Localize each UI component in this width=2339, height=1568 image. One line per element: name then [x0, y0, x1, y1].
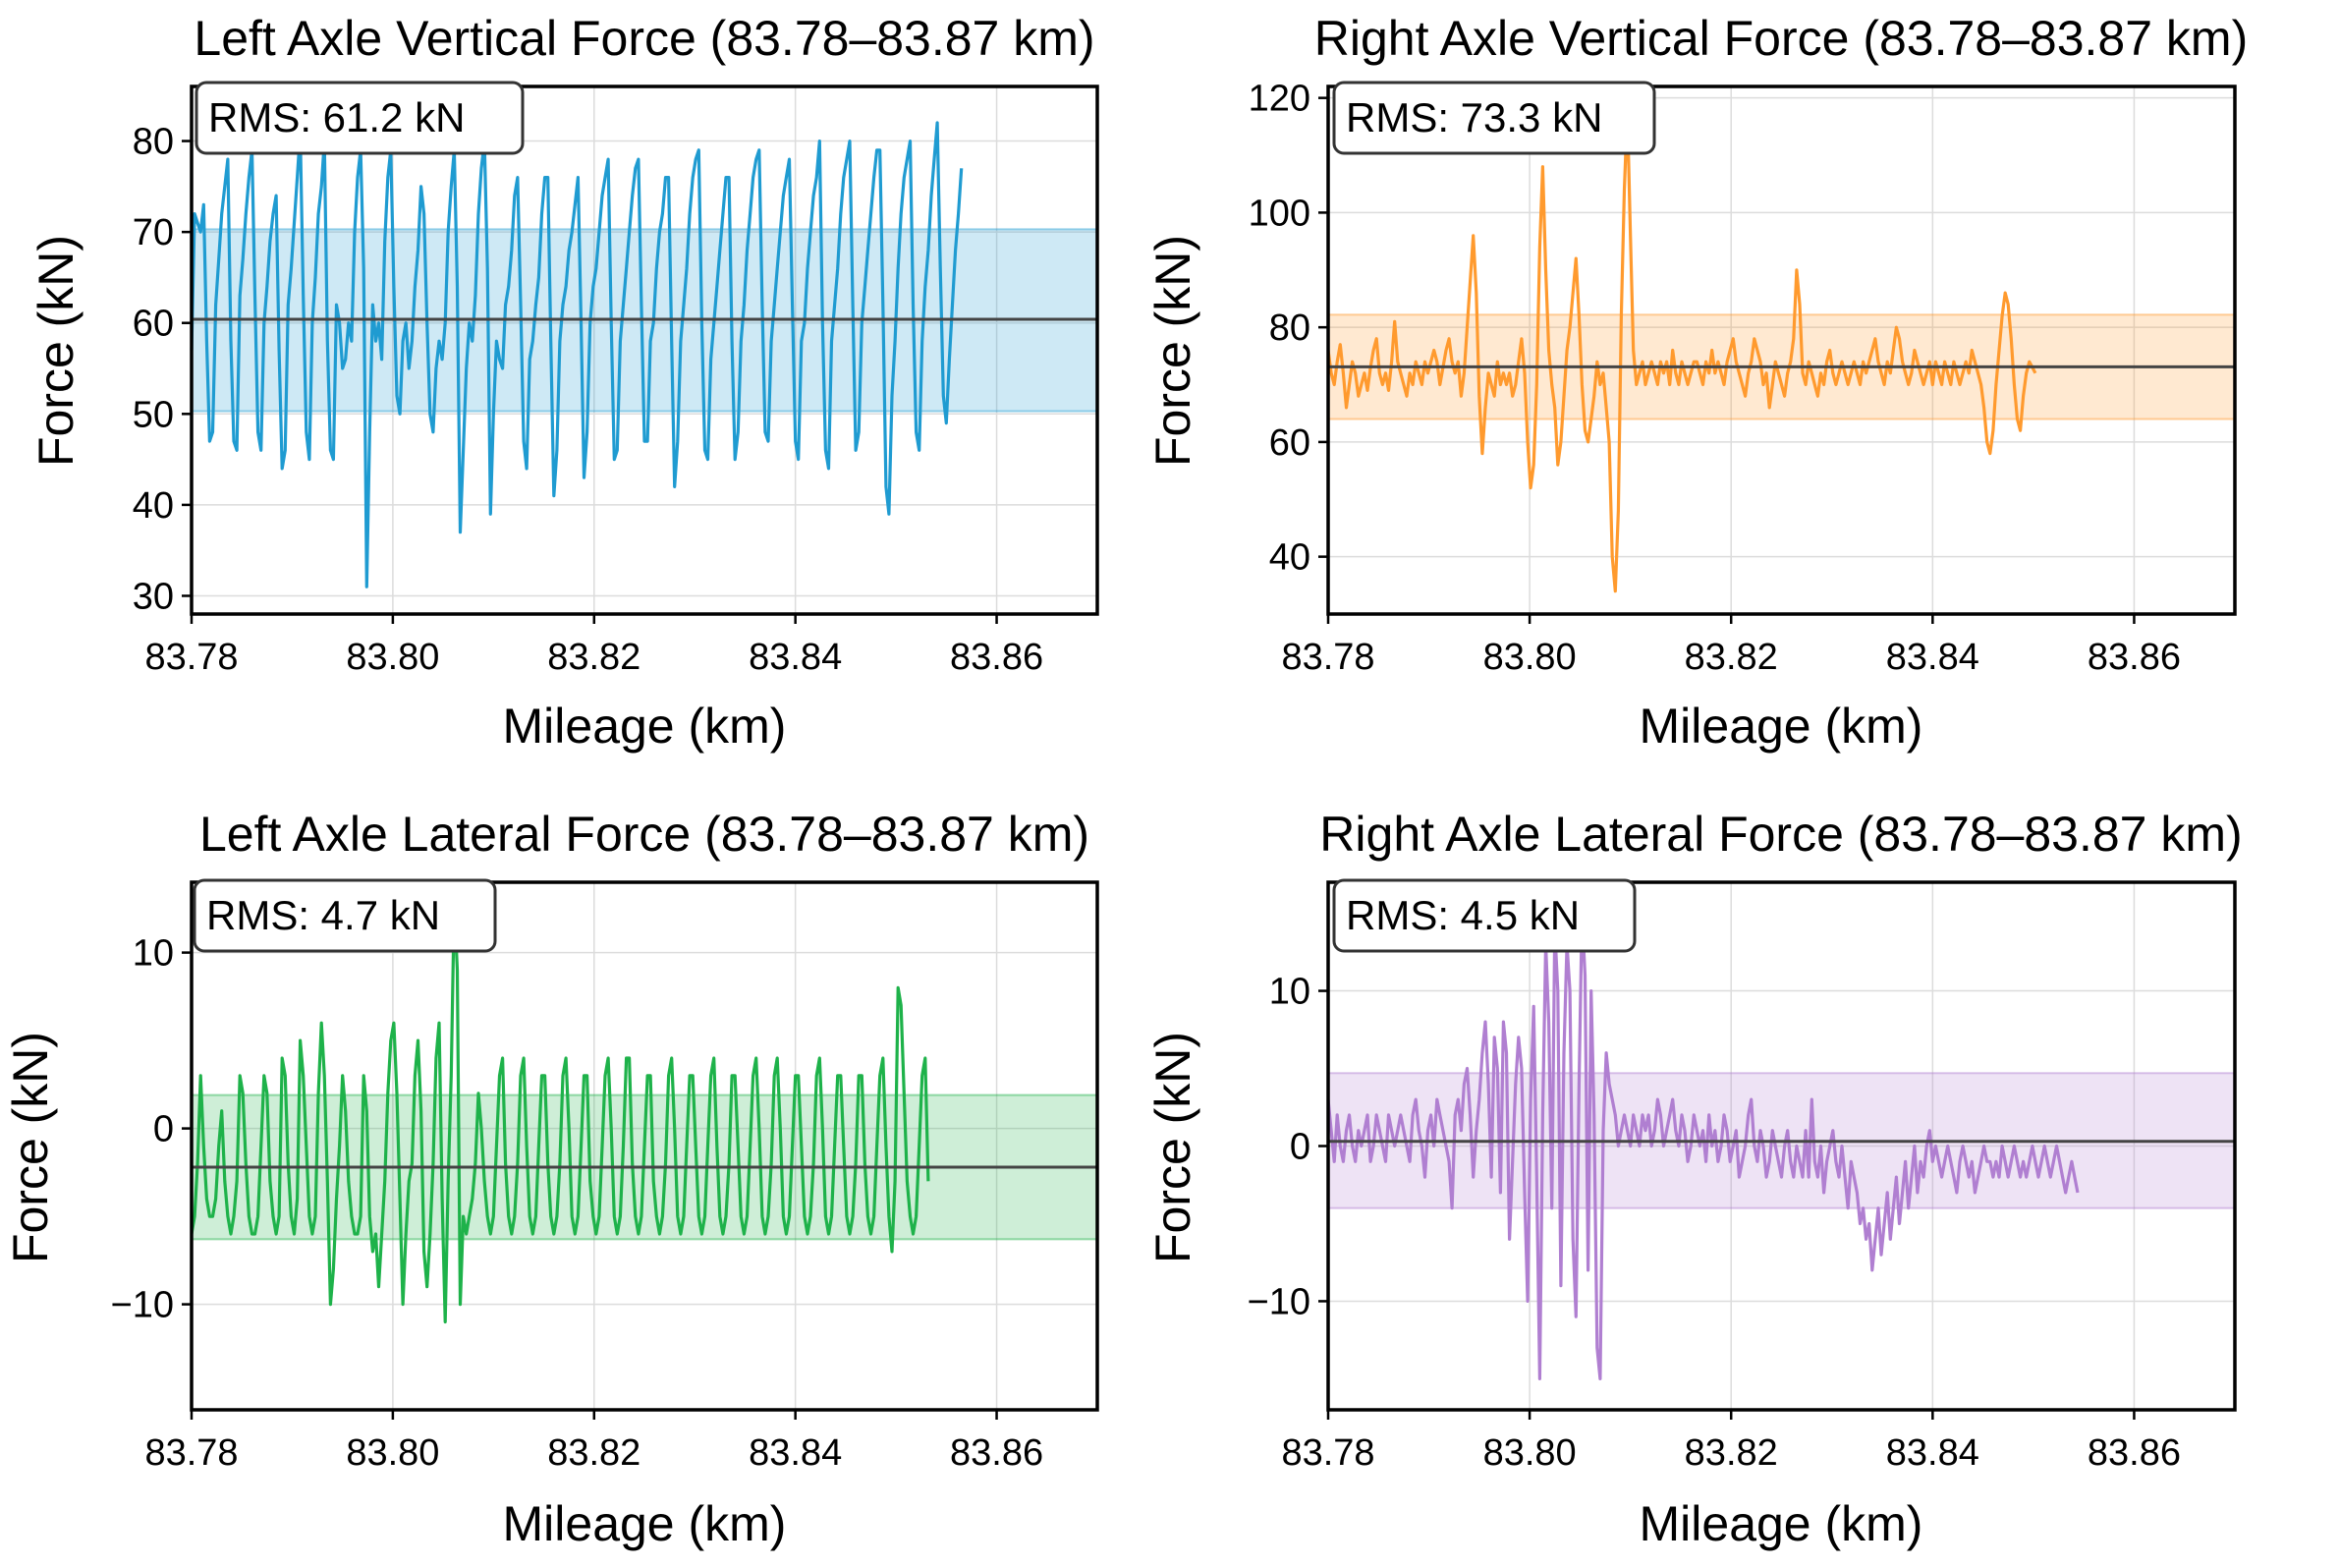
rms-label: RMS: 4.7 kN — [206, 892, 440, 938]
x-tick-label: 83.82 — [547, 637, 640, 678]
x-axis-label: Mileage (km) — [503, 699, 787, 754]
y-tick-label: 10 — [133, 933, 174, 975]
plot-area: 83.78 83.80 83.82 83.84 83.86 40 60 80 100 120 — [1249, 79, 2237, 678]
x-tick-label: 83.80 — [1483, 1432, 1577, 1474]
x-tick-label: 83.82 — [1685, 1432, 1778, 1474]
x-axis-label: Mileage (km) — [1640, 1496, 1923, 1551]
panel-right-vertical: Right Axle Vertical Force (83.78–83.87 k… — [1145, 11, 2248, 754]
series-line — [1326, 911, 2080, 1381]
x-tick-label: 83.84 — [749, 1432, 842, 1474]
series-line — [190, 121, 964, 588]
rms-label: RMS: 61.2 kN — [208, 94, 465, 140]
rms-box — [1332, 878, 1637, 953]
x-tick-label: 83.86 — [950, 1432, 1043, 1474]
x-tick-label: 83.86 — [2088, 637, 2181, 678]
x-tick-label: 83.82 — [1685, 637, 1778, 678]
axes-frame — [1326, 84, 2237, 616]
y-tick-label: −10 — [1248, 1281, 1310, 1322]
x-axis-label: Mileage (km) — [1640, 699, 1923, 754]
y-tick-label: 80 — [133, 122, 174, 163]
rms-label: RMS: 73.3 kN — [1346, 94, 1602, 140]
y-tick-label: 40 — [1269, 537, 1310, 579]
y-tick-label: 10 — [1269, 972, 1310, 1013]
chart-title: Left Axle Vertical Force (83.78–83.87 km… — [194, 11, 1094, 66]
x-tick-label: 83.78 — [144, 637, 238, 678]
x-tick-label: 83.86 — [2088, 1432, 2181, 1474]
x-tick-label: 83.84 — [1886, 1432, 1979, 1474]
x-tick-label: 83.78 — [1281, 1432, 1374, 1474]
axes-frame — [190, 880, 1099, 1412]
x-axis-label: Mileage (km) — [503, 1496, 787, 1551]
plot-area: 83.78 83.80 83.82 83.84 83.86 −10 0 10 — [1248, 880, 2237, 1474]
x-tick-label: 83.84 — [1886, 637, 1979, 678]
x-tick-label: 83.80 — [346, 637, 439, 678]
plot-area: 83.78 83.80 83.82 83.84 83.86 −10 0 10 — [111, 880, 1099, 1474]
rms-box — [195, 81, 525, 155]
chart-title: Right Axle Lateral Force (83.78–83.87 km… — [1319, 807, 2242, 862]
plot-area: 83.78 83.80 83.82 83.84 83.86 30 40 50 60 70 80 — [133, 84, 1099, 678]
y-axis-label: Force (kN) — [3, 1032, 58, 1263]
x-tick-label: 83.84 — [749, 637, 842, 678]
y-tick-label: 80 — [1269, 308, 1310, 349]
y-tick-label: 120 — [1249, 79, 1310, 120]
y-axis-label: Force (kN) — [1145, 235, 1200, 467]
y-tick-label: 40 — [133, 485, 174, 527]
chart-title: Left Axle Lateral Force (83.78–83.87 km) — [199, 807, 1089, 862]
y-tick-label: 100 — [1249, 193, 1310, 234]
series-line — [190, 898, 930, 1324]
x-tick-label: 83.78 — [1281, 637, 1374, 678]
y-tick-label: 60 — [1269, 422, 1310, 464]
panel-right-lateral: Right Axle Lateral Force (83.78–83.87 km… — [1145, 807, 2243, 1551]
y-tick-label: −10 — [111, 1285, 174, 1326]
series-line — [1326, 107, 2037, 593]
chart-title: Right Axle Vertical Force (83.78–83.87 k… — [1314, 11, 2248, 66]
rms-box — [1332, 81, 1656, 155]
panel-left-lateral: Left Axle Lateral Force (83.78–83.87 km)… — [3, 807, 1099, 1551]
rms-box — [193, 878, 497, 953]
y-tick-label: 0 — [1290, 1127, 1310, 1168]
y-tick-label: 60 — [133, 304, 174, 345]
panel-left-vertical: Left Axle Vertical Force (83.78–83.87 km… — [28, 11, 1099, 754]
y-tick-label: 70 — [133, 212, 174, 253]
x-tick-label: 83.82 — [547, 1432, 640, 1474]
x-tick-label: 83.86 — [950, 637, 1043, 678]
x-tick-label: 83.80 — [1483, 637, 1577, 678]
y-tick-label: 30 — [133, 576, 174, 617]
y-tick-label: 50 — [133, 394, 174, 435]
axes-frame — [190, 84, 1099, 616]
x-tick-label: 83.78 — [144, 1432, 238, 1474]
rms-label: RMS: 4.5 kN — [1346, 892, 1580, 938]
y-axis-label: Force (kN) — [28, 235, 84, 467]
y-tick-label: 0 — [153, 1109, 174, 1150]
y-axis-label: Force (kN) — [1145, 1032, 1200, 1263]
x-tick-label: 83.80 — [346, 1432, 439, 1474]
